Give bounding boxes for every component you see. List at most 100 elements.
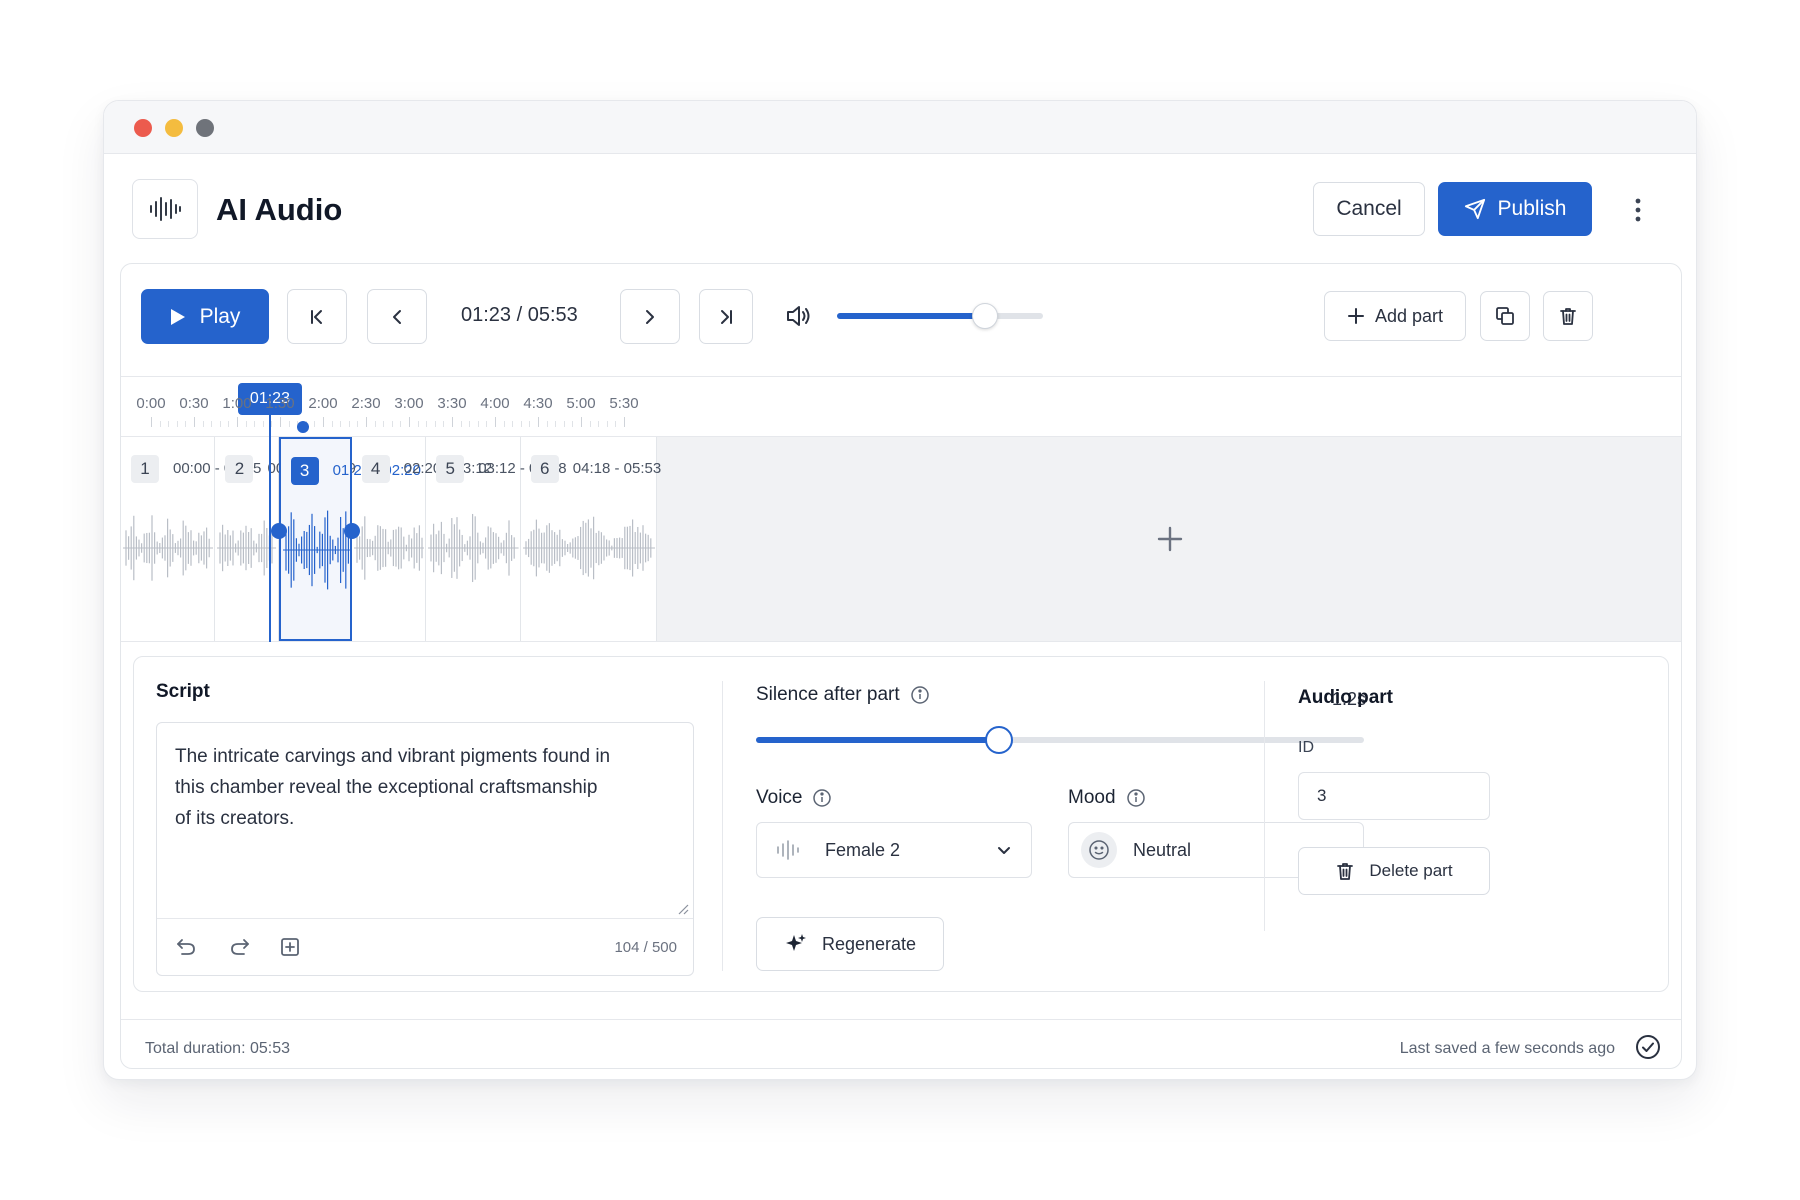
audio-part-segment[interactable]: 6 04:18 - 05:53 [521, 437, 661, 641]
script-textarea[interactable]: The intricate carvings and vibrant pigme… [156, 722, 694, 976]
ruler-tick-label: 2:30 [351, 395, 381, 412]
part-editor: Script The intricate carvings and vibran… [133, 656, 1669, 992]
add-segment-button[interactable] [656, 437, 1681, 641]
ruler-tick [236, 417, 238, 427]
ruler-minor-tick [426, 421, 428, 427]
previous-part-button[interactable] [367, 289, 427, 344]
ruler-tick-label: 5:30 [609, 395, 639, 412]
skip-to-start-button[interactable] [287, 289, 347, 344]
ruler-tick [537, 417, 539, 427]
ruler-minor-tick [340, 421, 342, 427]
divider [1264, 681, 1265, 931]
script-text[interactable]: The intricate carvings and vibrant pigme… [175, 746, 611, 829]
play-button[interactable]: Play [141, 289, 269, 344]
minimize-window-button[interactable] [165, 119, 183, 137]
ruler-tick-label: 4:30 [523, 395, 553, 412]
silence-value: 1.2s [1332, 689, 1367, 709]
part-number-badge: 6 [530, 455, 559, 483]
ruler-minor-tick [271, 421, 273, 427]
selection-end-handle[interactable] [343, 523, 360, 539]
part-number-badge: 4 [361, 455, 390, 483]
editor-panel: Play 01:23 / 05:53 Add part [120, 263, 1682, 1069]
plus-icon [1347, 308, 1364, 324]
audio-part-segment[interactable]: 5 03:12 - 04:18 [426, 437, 567, 641]
publish-label: Publish [1497, 197, 1567, 220]
ruler-minor-tick [219, 421, 221, 427]
ruler-tick [408, 417, 410, 427]
ruler-minor-tick [486, 421, 488, 427]
part-number-badge: 1 [131, 455, 159, 483]
timeline-ruler[interactable]: 01:23 0:00 0:30 1:00 1:30 2:00 2:30 3:00 3:30 4:… [121, 376, 1681, 428]
play-icon [170, 308, 185, 325]
volume-slider[interactable] [837, 303, 1043, 329]
volume-slider-thumb[interactable] [972, 303, 999, 329]
sparkle-icon [785, 934, 806, 951]
ruler-minor-tick [288, 421, 290, 427]
waveform [522, 516, 655, 580]
regenerate-button[interactable]: Regenerate [756, 917, 944, 971]
next-part-button[interactable] [620, 289, 680, 344]
time-readout: 01:23 / 05:53 [461, 304, 578, 326]
ruler-minor-tick [512, 421, 514, 427]
publish-button[interactable]: Publish [1438, 182, 1592, 236]
more-options-icon[interactable] [1628, 190, 1648, 230]
part-time-range: 04:18 - 05:53 [572, 460, 662, 477]
audio-part-segment[interactable]: 301:29 - 02:20 [278, 437, 421, 641]
info-icon [813, 789, 832, 807]
duplicate-part-button[interactable] [1480, 291, 1530, 341]
ruler-minor-tick [357, 421, 359, 427]
silence-slider-thumb[interactable] [985, 726, 1014, 754]
waveform [428, 513, 519, 583]
ruler-minor-tick [159, 421, 161, 427]
ruler-minor-tick [168, 421, 170, 427]
chevron-right-icon [646, 309, 654, 324]
mood-label: Mood [1068, 787, 1146, 809]
delete-part-toolbar-button[interactable] [1543, 291, 1593, 341]
selection-start-handle[interactable] [270, 523, 287, 539]
playhead-line[interactable] [268, 408, 271, 642]
delete-part-button[interactable]: Delete part [1298, 847, 1490, 895]
resize-handle-icon [678, 904, 689, 915]
ruler-minor-tick [555, 421, 557, 427]
undo-icon[interactable] [175, 936, 197, 963]
ruler-tick-label: 4:00 [480, 395, 510, 412]
maximize-window-button[interactable] [196, 119, 214, 137]
redo-icon[interactable] [229, 936, 251, 963]
close-window-button[interactable] [134, 119, 152, 137]
add-part-button[interactable]: Add part [1324, 291, 1466, 341]
ruler-minor-tick [503, 421, 505, 427]
window-titlebar [104, 101, 1696, 154]
audio-part-segment[interactable]: 402:20 - 03:12 [352, 437, 492, 641]
ruler-minor-tick [598, 421, 600, 427]
skip-to-end-button[interactable] [699, 289, 753, 344]
ruler-minor-tick [391, 421, 393, 427]
voice-select[interactable]: Female 2 [756, 822, 1032, 878]
chevron-left-icon [393, 309, 401, 324]
volume-icon[interactable] [784, 301, 814, 336]
id-input[interactable]: 3 [1298, 772, 1490, 820]
waveform-logo-icon [150, 197, 181, 221]
check-circle-icon [1635, 1034, 1661, 1065]
waveform [282, 510, 352, 590]
silence-label: Silence after part [756, 684, 930, 706]
cancel-button[interactable]: Cancel [1313, 182, 1425, 236]
skip-end-icon [721, 309, 732, 324]
voice-value: Female 2 [825, 839, 901, 860]
voice-label: Voice [756, 787, 832, 809]
silence-slider[interactable] [756, 726, 1364, 754]
playhead-knob[interactable] [296, 421, 309, 433]
ruler-minor-tick [434, 421, 436, 427]
insert-pause-icon[interactable] [279, 936, 301, 963]
ruler-tick-label: 1:30 [265, 395, 295, 412]
ruler-minor-tick [383, 421, 385, 427]
playhead-time-badge[interactable]: 01:23 [237, 383, 302, 415]
ruler-tick [494, 417, 496, 427]
audio-part-segment[interactable]: 1 00:00 - 00:45 [121, 437, 261, 641]
waveform [353, 516, 425, 580]
plus-icon [1157, 526, 1183, 552]
skip-start-icon [311, 309, 322, 324]
send-icon [1464, 198, 1485, 220]
ruler-minor-tick [314, 421, 316, 427]
ruler-minor-tick [176, 421, 178, 427]
ruler-minor-tick [477, 421, 479, 427]
